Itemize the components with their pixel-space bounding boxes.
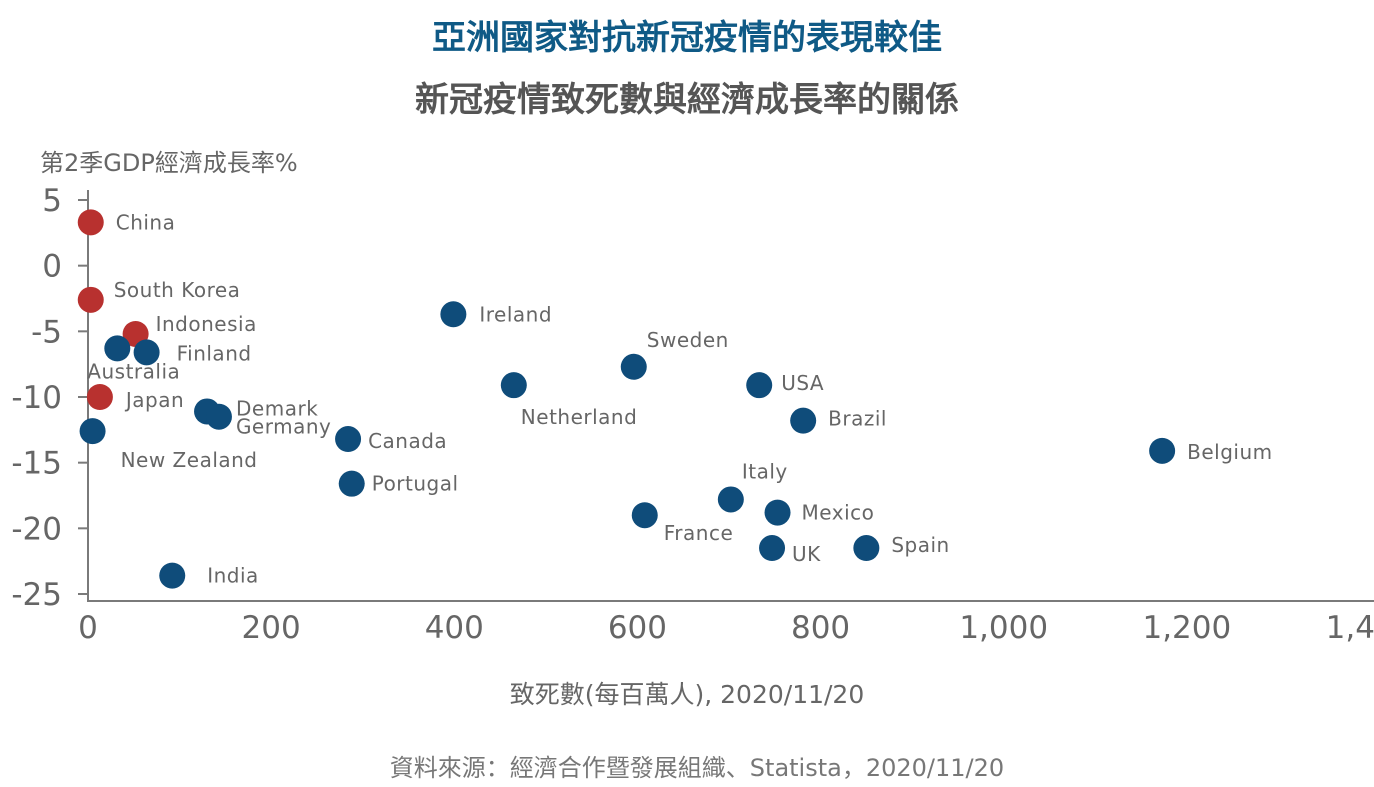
y-tick-label: 5 bbox=[42, 183, 62, 219]
y-tick-label: -10 bbox=[11, 380, 62, 416]
point-china bbox=[77, 209, 104, 236]
point-label-south-korea: South Korea bbox=[114, 278, 241, 302]
y-tick-label: -15 bbox=[11, 446, 62, 482]
point-label-portugal: Portugal bbox=[372, 472, 459, 496]
x-axis-label: 致死數(每百萬人), 2020/11/20 bbox=[509, 680, 865, 709]
point-label-new-zealand: New Zealand bbox=[121, 448, 258, 472]
point-usa bbox=[746, 372, 773, 399]
x-tick-label: 400 bbox=[425, 610, 484, 646]
point-label-uk: UK bbox=[792, 542, 821, 566]
x-tick-label: 1,200 bbox=[1142, 610, 1231, 646]
point-india bbox=[159, 562, 186, 589]
point-label-mexico: Mexico bbox=[802, 501, 875, 525]
chart-subtitle: 新冠疫情致死數與經濟成長率的關係 bbox=[415, 80, 959, 120]
point-label-spain: Spain bbox=[891, 533, 949, 557]
tick-labels: 5 0 -5 -10 -15 -20 -25 0 200 400 600 800 1,000 1,200 1… bbox=[11, 183, 1374, 646]
point-label-italy: Italy bbox=[742, 459, 788, 483]
x-tick-label: 1,400 bbox=[1326, 610, 1374, 646]
point-label-belgium: Belgium bbox=[1187, 440, 1273, 464]
point-germany bbox=[205, 403, 232, 430]
point-south-korea bbox=[77, 286, 104, 313]
point-italy bbox=[717, 486, 744, 513]
point-label-germany: Germany bbox=[236, 415, 331, 439]
point-label-canada: Canada bbox=[368, 429, 447, 453]
x-tick-label: 0 bbox=[78, 610, 98, 646]
point-brazil bbox=[790, 407, 817, 434]
point-japan bbox=[86, 384, 113, 410]
point-label-indonesia: Indonesia bbox=[156, 312, 257, 336]
point-australia bbox=[104, 335, 131, 362]
point-label-australia: Australia bbox=[87, 359, 180, 383]
y-tick-label: -25 bbox=[11, 577, 62, 613]
point-belgium bbox=[1149, 437, 1176, 464]
x-tick-label: 1,000 bbox=[959, 610, 1048, 646]
source-note: 資料來源：經濟合作暨發展組織、Statista，2020/11/20 bbox=[389, 754, 1005, 782]
x-tick-label: 800 bbox=[791, 610, 850, 646]
point-label-ireland: Ireland bbox=[479, 302, 552, 326]
chart-title: 亞洲國家對抗新冠疫情的表現較佳 bbox=[432, 18, 942, 58]
point-label-demark: Demark bbox=[236, 396, 318, 420]
point-uk bbox=[759, 535, 786, 562]
point-canada bbox=[335, 426, 362, 453]
point-ireland bbox=[440, 301, 467, 328]
y-tick-label: -5 bbox=[31, 314, 62, 350]
point-spain bbox=[853, 535, 880, 562]
point-sweden bbox=[620, 353, 647, 380]
point-label-netherland: Netherland bbox=[521, 405, 638, 429]
point-label-usa: USA bbox=[781, 371, 824, 395]
point-label-china: China bbox=[116, 210, 176, 234]
y-tick-label: -20 bbox=[11, 511, 62, 547]
point-label-brazil: Brazil bbox=[828, 407, 887, 431]
point-finland bbox=[133, 339, 160, 366]
x-tick-label: 600 bbox=[608, 610, 667, 646]
point-label-japan: Japan bbox=[124, 388, 184, 412]
point-label-sweden: Sweden bbox=[647, 328, 729, 352]
point-mexico bbox=[764, 499, 791, 526]
point-new-zealand bbox=[79, 418, 106, 445]
point-label-finland: Finland bbox=[177, 341, 252, 365]
point-label-france: France bbox=[664, 521, 734, 545]
data-points bbox=[77, 209, 1176, 589]
y-axis-label: 第2季GDP經濟成長率% bbox=[40, 149, 298, 177]
y-tick-label: 0 bbox=[42, 249, 62, 285]
x-tick-label: 200 bbox=[242, 610, 301, 646]
point-netherland bbox=[500, 372, 527, 399]
point-label-india: India bbox=[207, 564, 259, 588]
point-portugal bbox=[338, 470, 365, 497]
point-france bbox=[631, 502, 658, 529]
